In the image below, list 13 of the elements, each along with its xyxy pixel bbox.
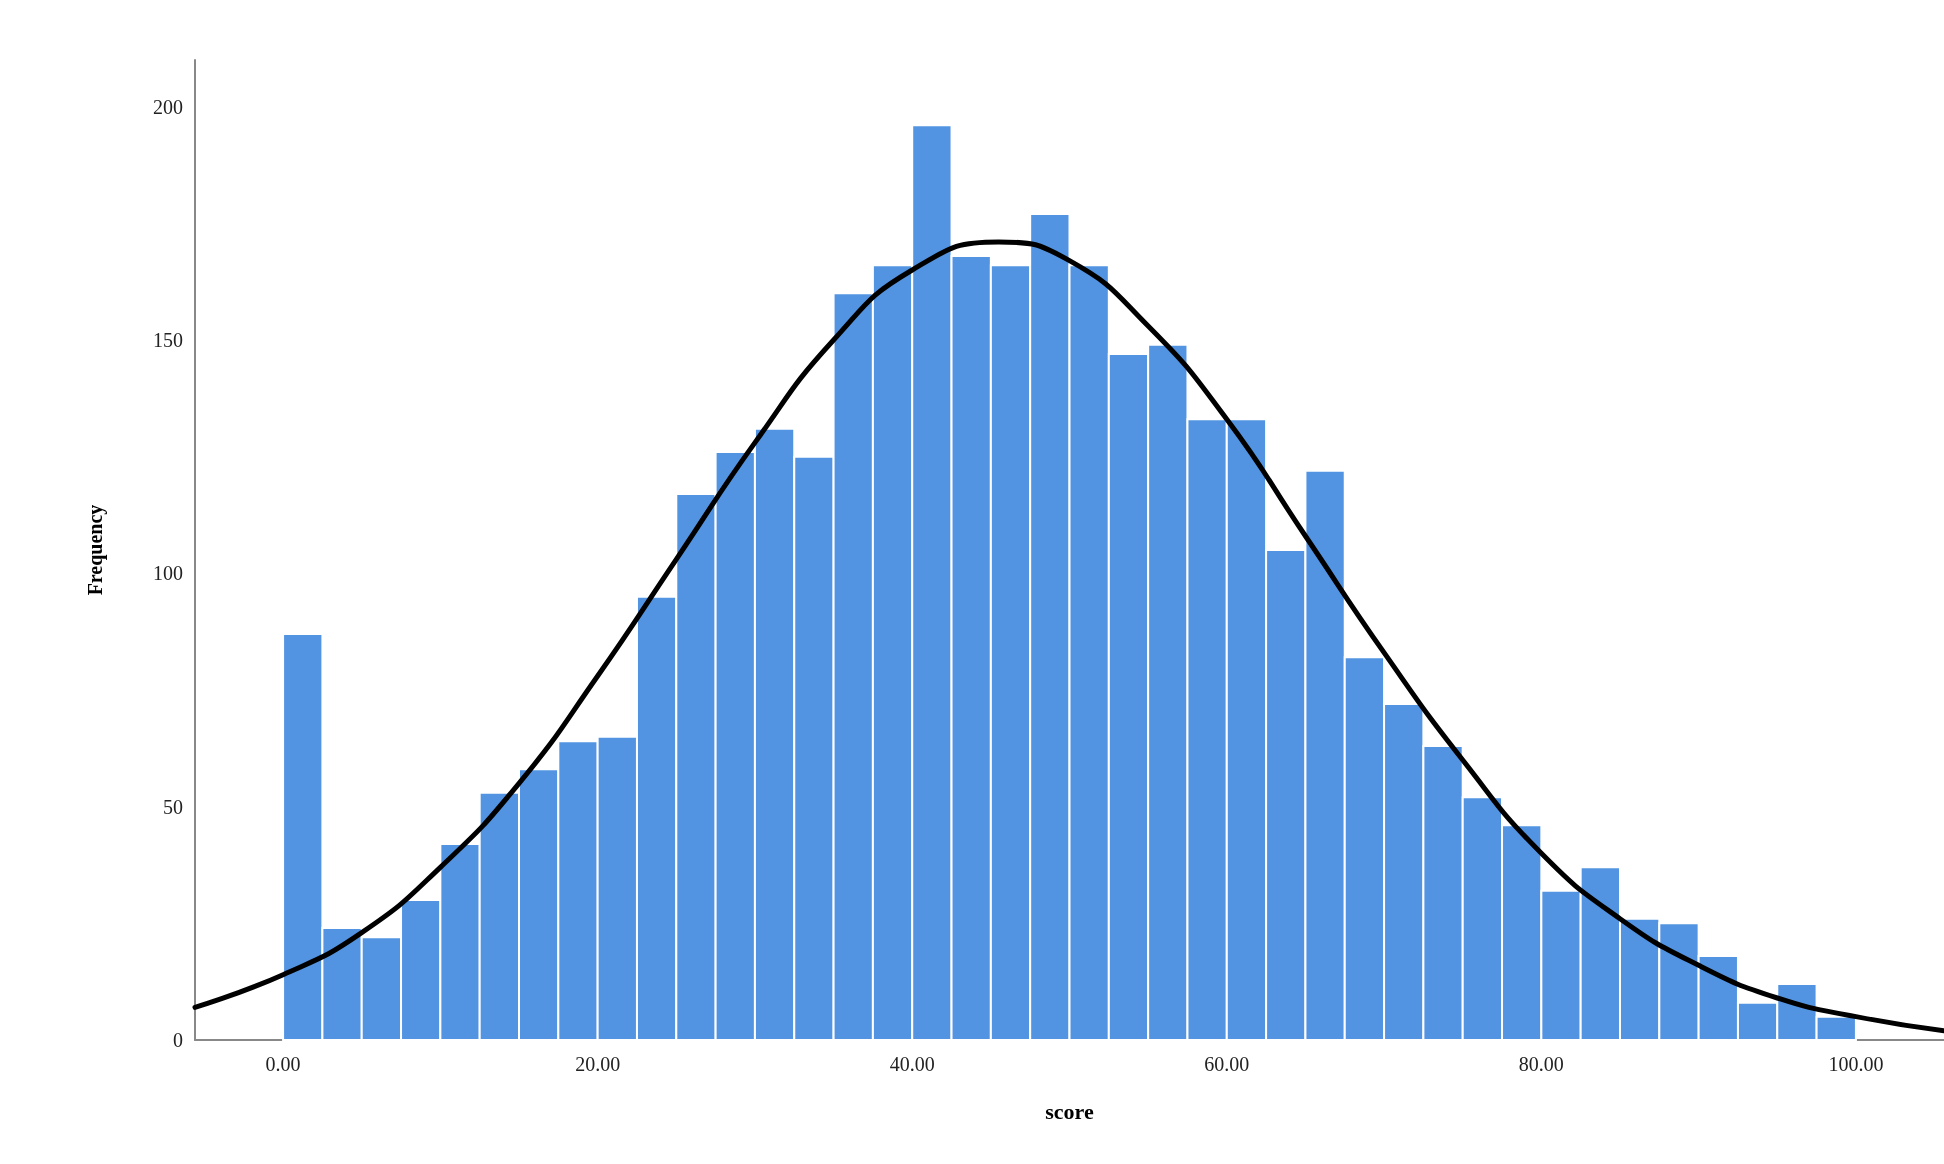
y-axis-title: Frequency (84, 504, 107, 596)
x-tick-label: 100.00 (1828, 1053, 1884, 1075)
y-tick-label: 100 (153, 562, 183, 585)
x-tick-label: 80.00 (1518, 1053, 1564, 1075)
x-axis-title: score (1045, 1098, 1094, 1124)
y-tick-label: 150 (153, 329, 183, 351)
y-tick-label: 0 (173, 1029, 183, 1051)
y-tick-label: 50 (163, 795, 183, 818)
x-tick-label: 60.00 (1204, 1053, 1250, 1075)
y-tick-label: 200 (153, 95, 183, 118)
x-tick-label: 20.00 (575, 1053, 621, 1075)
x-tick-label: 40.00 (889, 1053, 935, 1075)
x-tick-label: 0.00 (265, 1053, 301, 1075)
